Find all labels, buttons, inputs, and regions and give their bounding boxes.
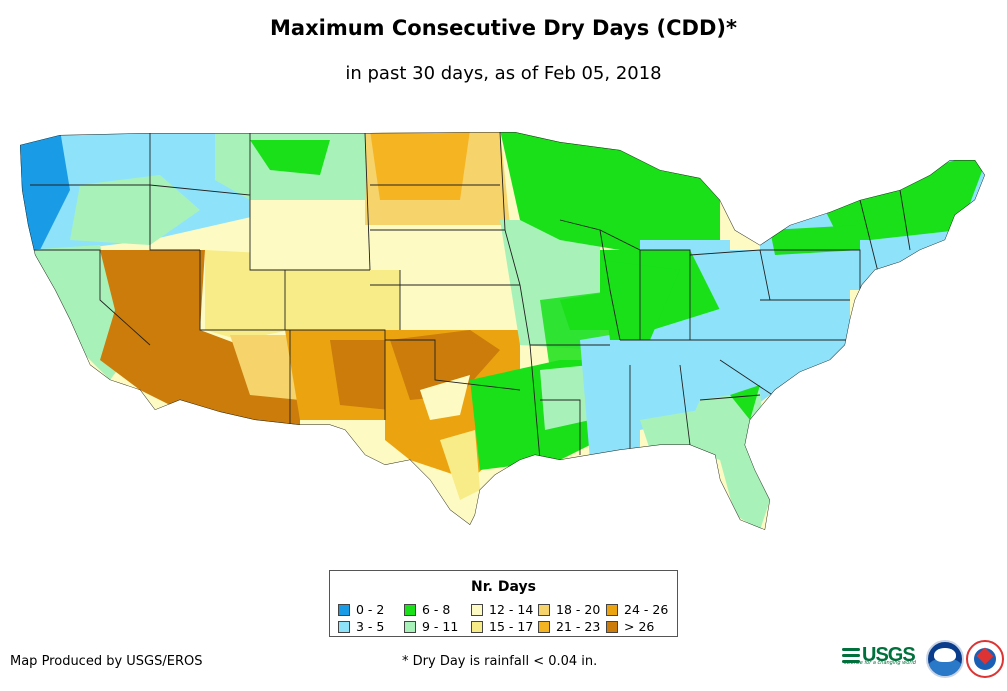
legend-swatch [606,603,618,616]
map-credit: Map Produced by USGS/EROS [10,654,203,669]
legend-label: 18 - 20 [556,602,601,617]
legend-swatch [538,620,550,633]
legend-label: 3 - 5 [356,619,385,634]
legend-label: 15 - 17 [489,619,534,634]
legend-item: 3 - 5 [338,619,384,634]
legend-swatch [338,620,350,633]
legend-item: 12 - 14 [471,602,533,617]
legend-label: 24 - 26 [624,602,669,617]
legend-label: > 26 [624,619,655,634]
legend-swatch [471,603,483,616]
legend-swatch [404,603,416,616]
legend-item: 15 - 17 [471,619,533,634]
legend-swatch [338,603,350,616]
legend-swatch [471,620,483,633]
noaa-logo-icon [926,640,964,678]
dry-day-footnote: * Dry Day is rainfall < 0.04 in. [402,654,598,669]
legend-swatch [606,620,618,633]
legend-item: 6 - 8 [404,602,450,617]
legend: Nr. Days 0 - 2 3 - 5 6 - 8 9 - 11 12 - 1… [329,570,678,637]
nws-logo-icon [966,640,1004,678]
legend-label: 6 - 8 [422,602,451,617]
usgs-wave-icon [842,646,860,666]
agency-logos: USGS science for a changing world [842,638,1004,678]
legend-label: 21 - 23 [556,619,601,634]
legend-label: 9 - 11 [422,619,459,634]
legend-item: 0 - 2 [338,602,384,617]
legend-item: 21 - 23 [538,619,600,634]
legend-item: 24 - 26 [606,602,668,617]
map-subtitle: in past 30 days, as of Feb 05, 2018 [345,63,662,84]
legend-swatch [404,620,416,633]
legend-swatch [538,603,550,616]
legend-title: Nr. Days [471,579,536,595]
legend-label: 0 - 2 [356,602,385,617]
usgs-logo: USGS [842,644,916,667]
us-dry-days-map [20,132,985,530]
legend-label: 12 - 14 [489,602,534,617]
legend-item: 18 - 20 [538,602,600,617]
usgs-tagline: science for a changing world [844,660,916,666]
map-title: Maximum Consecutive Dry Days (CDD)* [270,16,737,40]
usgs-logo-text: USGS [862,644,916,666]
legend-item: 9 - 11 [404,619,458,634]
legend-item: > 26 [606,619,654,634]
